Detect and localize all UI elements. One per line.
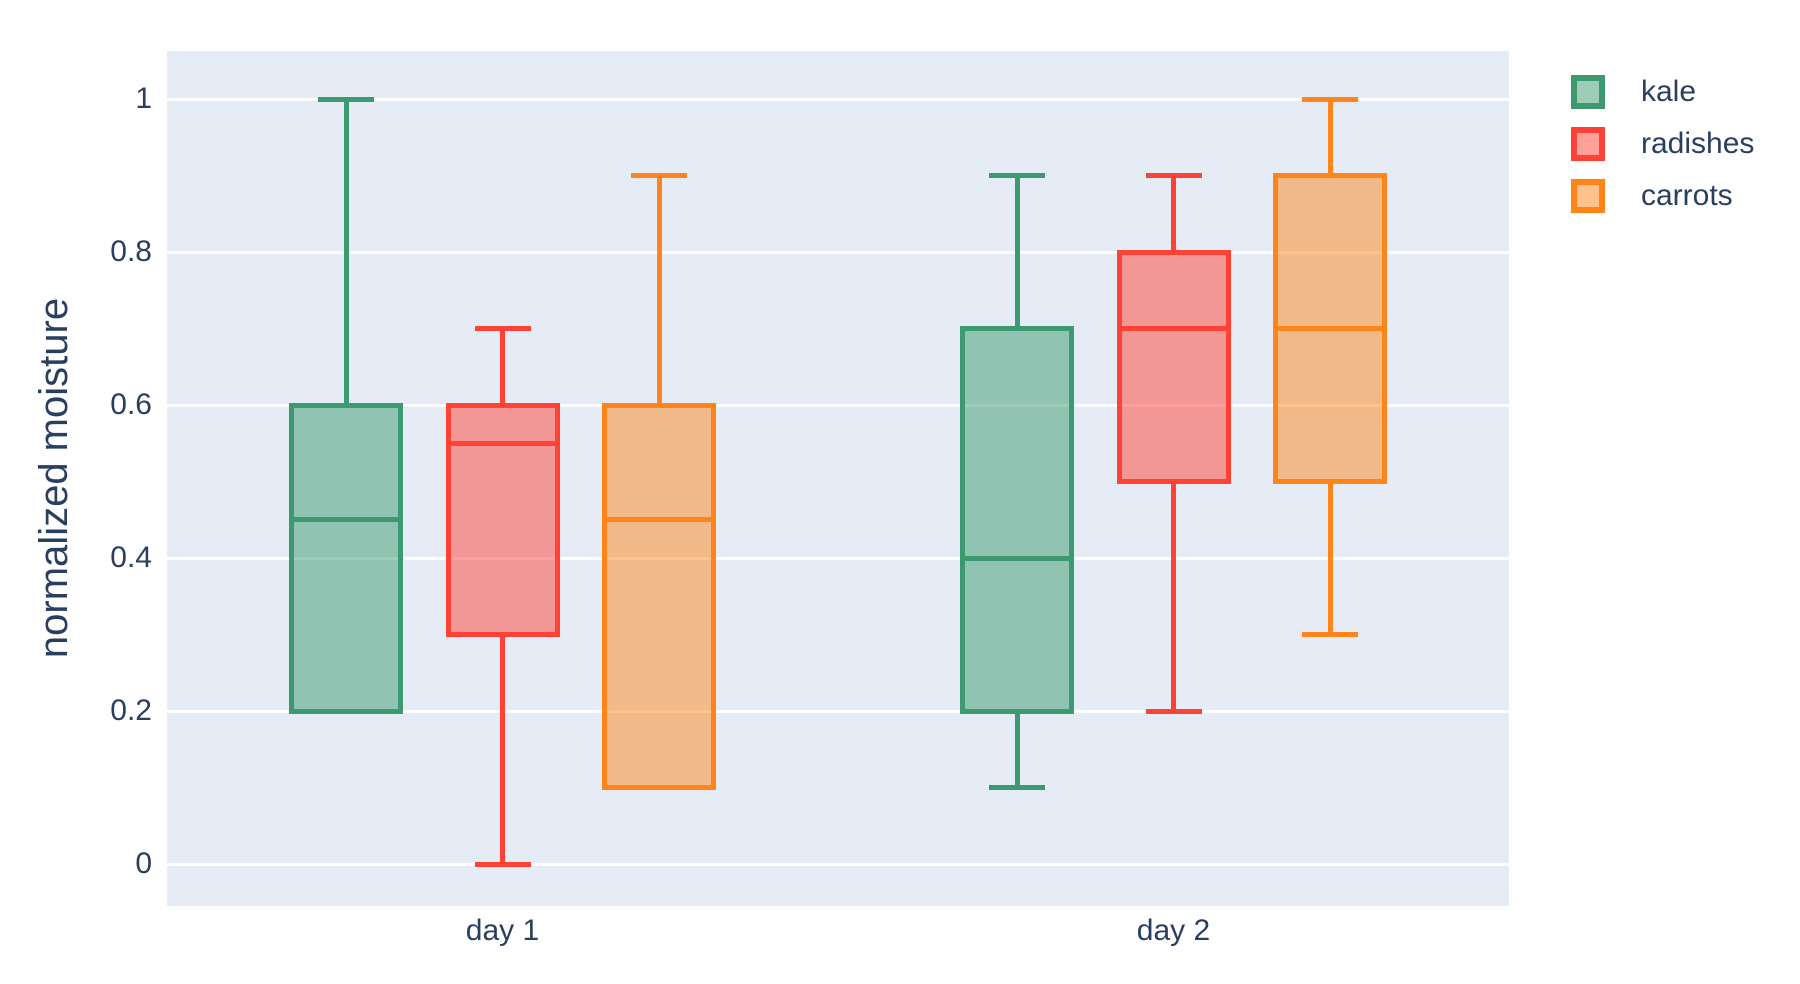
kale-day-1-upper-whisker: [343, 99, 349, 405]
y-tick-label: 0.2: [110, 694, 152, 727]
kale-day-1-upper-whisker-cap: [318, 96, 374, 102]
legend-swatch-icon: [1571, 179, 1605, 213]
radishes-day-2-upper-whisker-cap: [1145, 173, 1202, 178]
y-tick-label: 1: [135, 82, 152, 115]
radishes-day-1-box[interactable]: [445, 402, 560, 637]
x-tick-label: day 1: [465, 914, 540, 947]
y-tick-label: 0.8: [110, 235, 152, 268]
gridline: [167, 403, 1509, 407]
carrots-day-1-median-line: [607, 517, 711, 523]
kale-day-1-box[interactable]: [289, 402, 403, 714]
radishes-day-1-upper-whisker-cap: [474, 326, 531, 331]
kale-day-2-upper-whisker: [1014, 175, 1020, 329]
kale-day-2-lower-whisker: [1014, 711, 1020, 788]
gridline: [167, 250, 1509, 254]
legend-swatch-icon: [1571, 127, 1605, 161]
carrots-day-2-upper-whisker-cap: [1302, 96, 1358, 102]
radishes-day-2-median-line: [1121, 326, 1226, 331]
gridline: [167, 862, 1509, 866]
radishes-day-1-lower-whisker-cap: [474, 861, 531, 867]
kale-day-2-lower-whisker-cap: [989, 785, 1045, 790]
carrots-day-1-upper-whisker-cap: [631, 173, 687, 178]
carrots-day-2-lower-whisker: [1327, 481, 1333, 635]
radishes-day-2-upper-whisker: [1171, 175, 1176, 252]
gridline: [167, 709, 1509, 713]
carrots-day-1-upper-whisker: [656, 175, 662, 405]
carrots-day-2-upper-whisker: [1327, 99, 1333, 176]
legend-label: radishes: [1641, 127, 1755, 160]
kale-day-2-upper-whisker-cap: [989, 173, 1045, 178]
legend-label: carrots: [1641, 179, 1733, 212]
plot-area[interactable]: [167, 51, 1509, 906]
legend-item-kale[interactable]: kale: [1571, 66, 1754, 118]
radishes-day-1-median-line: [450, 440, 555, 446]
legend: kale radishes carrots: [1571, 66, 1754, 222]
radishes-day-2-lower-whisker-cap: [1145, 708, 1202, 714]
radishes-day-1-lower-whisker: [500, 634, 505, 864]
legend-item-radishes[interactable]: radishes: [1571, 118, 1754, 170]
carrots-day-2-lower-whisker-cap: [1302, 632, 1358, 637]
radishes-day-1-upper-whisker: [500, 328, 505, 405]
y-axis-title: normalized moisture: [32, 297, 76, 659]
carrots-day-1-box[interactable]: [602, 402, 716, 790]
kale-day-1-median-line: [294, 517, 398, 523]
radishes-day-2-box[interactable]: [1116, 249, 1231, 484]
gridline: [167, 556, 1509, 560]
x-tick-label: day 2: [1136, 914, 1211, 947]
legend-label: kale: [1641, 75, 1697, 108]
legend-item-carrots[interactable]: carrots: [1571, 170, 1754, 222]
y-tick-label: 0: [135, 847, 152, 880]
gridline: [167, 97, 1509, 101]
y-tick-label: 0.4: [110, 541, 152, 574]
kale-day-2-median-line: [965, 555, 1069, 561]
kale-day-2-box[interactable]: [960, 326, 1074, 714]
radishes-day-2-lower-whisker: [1171, 481, 1176, 711]
legend-swatch-icon: [1571, 75, 1605, 109]
carrots-day-2-median-line: [1278, 326, 1382, 331]
y-tick-label: 0.6: [110, 388, 152, 421]
